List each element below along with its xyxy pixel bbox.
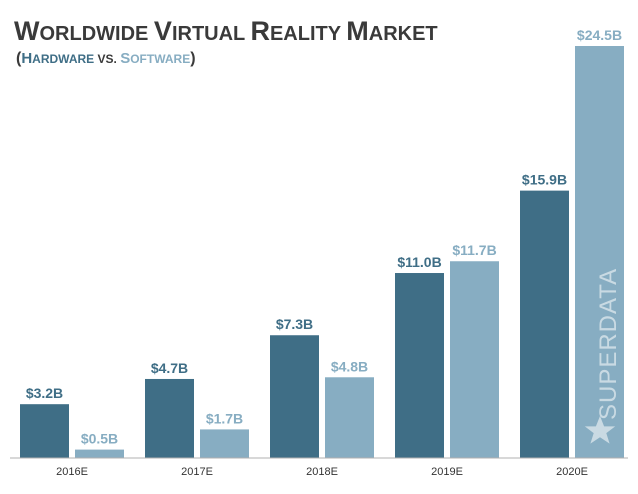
chart-subtitle-legend: (HARDWARE VS. SOFTWARE) <box>16 50 196 67</box>
value-label-hardware-2017e: $4.7B <box>151 360 188 376</box>
bar-software-2017e <box>200 429 249 458</box>
x-tick-label-2016e: 2016E <box>56 466 88 478</box>
bar-software-2016e <box>75 449 124 458</box>
bar-software-2020e <box>575 46 624 458</box>
chart-title: WORLDWIDE VIRTUAL REALITY MARKET <box>14 16 438 46</box>
x-tick-label-2017e: 2017E <box>181 466 213 478</box>
value-label-hardware-2018e: $7.3B <box>276 316 313 332</box>
x-tick-label-2020e: 2020E <box>556 466 588 478</box>
value-label-software-2018e: $4.8B <box>331 358 368 374</box>
bar-hardware-2019e <box>395 273 444 458</box>
bar-software-2018e <box>325 377 374 458</box>
bar-hardware-2016e <box>20 404 69 458</box>
value-label-software-2020e: $24.5B <box>577 27 622 43</box>
value-label-hardware-2019e: $11.0B <box>397 254 441 270</box>
legend-software: S <box>120 50 130 67</box>
superdata-watermark: SUPERDATA <box>584 268 622 444</box>
value-label-software-2017e: $1.7B <box>206 410 243 426</box>
x-axis-ticks-layer: 2016E 2017E 2018E 2019E 2020E <box>56 466 588 478</box>
value-labels-layer: $3.2B $0.5B $4.7B $1.7B $7.3B $4.8B $11.0B $11.… <box>26 27 622 447</box>
bar-hardware-2017e <box>145 378 194 458</box>
value-label-hardware-2020e: $15.9B <box>522 172 567 188</box>
bars-layer <box>20 46 624 458</box>
value-label-software-2016e: $0.5B <box>81 431 118 447</box>
star-icon <box>584 416 616 444</box>
bar-software-2019e <box>450 261 499 458</box>
bar-hardware-2020e <box>520 190 569 458</box>
watermark-text: SUPERDATA <box>595 268 622 420</box>
x-tick-label-2018e: 2018E <box>306 466 338 478</box>
value-label-hardware-2016e: $3.2B <box>26 385 63 401</box>
value-label-software-2019e: $11.7B <box>452 242 496 258</box>
legend-hardware: H <box>21 50 32 67</box>
bar-hardware-2018e <box>270 335 319 458</box>
x-tick-label-2019e: 2019E <box>431 466 463 478</box>
